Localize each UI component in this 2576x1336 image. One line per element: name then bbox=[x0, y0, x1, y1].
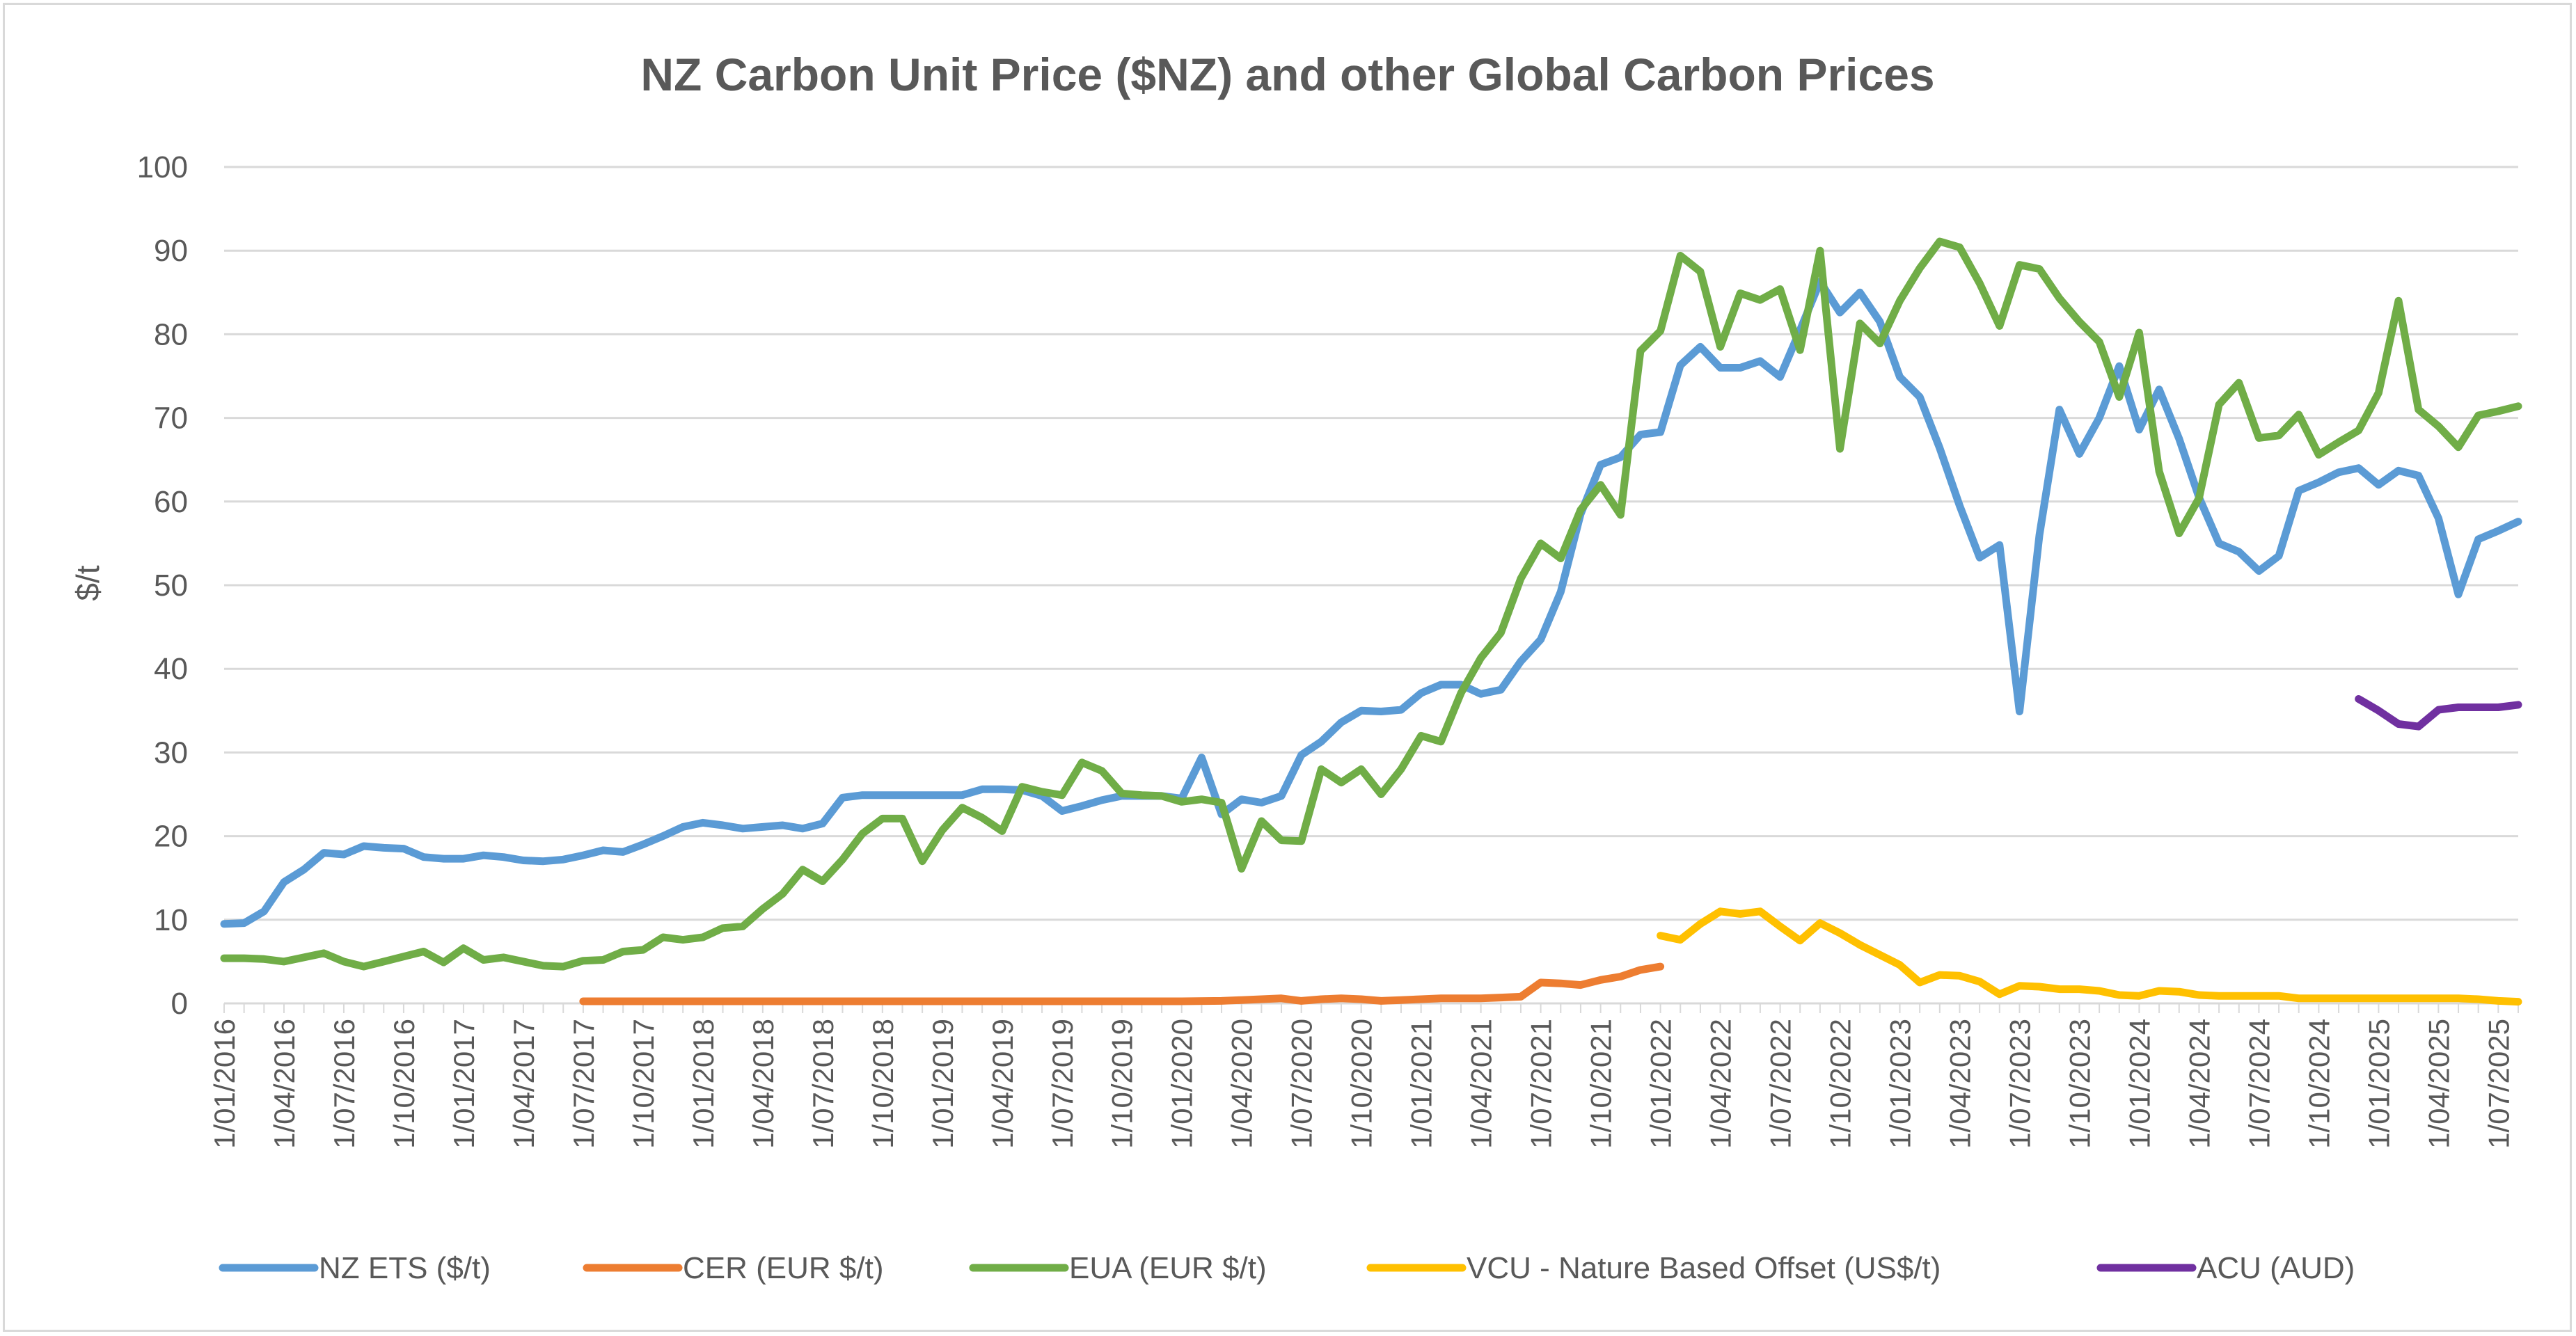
x-tick-label: 1/07/2019 bbox=[1046, 1019, 1079, 1149]
series-lines bbox=[220, 237, 2522, 1006]
series-line-4 bbox=[2355, 695, 2522, 731]
y-tick-label: 40 bbox=[154, 652, 188, 686]
x-tick-label: 1/07/2020 bbox=[1286, 1019, 1318, 1149]
y-tick-label: 60 bbox=[154, 485, 188, 519]
x-tick-label: 1/07/2016 bbox=[328, 1019, 361, 1149]
x-tick-label: 1/01/2016 bbox=[208, 1019, 241, 1149]
series-line-0 bbox=[220, 278, 2522, 928]
chart-frame bbox=[3, 3, 2572, 1332]
series-line-3 bbox=[1657, 907, 2522, 1006]
x-tick-label: 1/01/2024 bbox=[2123, 1019, 2156, 1149]
legend-label: EUA (EUR $/t) bbox=[1069, 1251, 1267, 1285]
x-tick-label: 1/10/2017 bbox=[627, 1019, 660, 1149]
x-tick-label: 1/04/2019 bbox=[986, 1019, 1019, 1149]
x-tick-label: 1/04/2025 bbox=[2422, 1019, 2455, 1149]
x-tick-label: 1/04/2016 bbox=[268, 1019, 301, 1149]
x-tick-label: 1/04/2021 bbox=[1465, 1019, 1498, 1149]
x-tick-label: 1/01/2022 bbox=[1645, 1019, 1677, 1149]
y-tick-label: 20 bbox=[154, 820, 188, 854]
x-tick-label: 1/10/2021 bbox=[1585, 1019, 1618, 1149]
x-tick-label: 1/07/2025 bbox=[2482, 1019, 2515, 1149]
y-tick-label: 0 bbox=[171, 987, 188, 1021]
y-tick-label: 80 bbox=[154, 317, 188, 351]
x-tick-label: 1/10/2024 bbox=[2302, 1019, 2335, 1149]
x-tick-label: 1/10/2023 bbox=[2063, 1019, 2096, 1149]
x-tick-label: 1/07/2018 bbox=[807, 1019, 839, 1149]
x-tick-label: 1/04/2022 bbox=[1705, 1019, 1737, 1149]
x-tick-label: 1/07/2017 bbox=[567, 1019, 600, 1149]
x-tick-label: 1/04/2024 bbox=[2183, 1019, 2215, 1149]
x-tick-label: 1/10/2018 bbox=[867, 1019, 899, 1149]
series-line-2 bbox=[220, 237, 2522, 971]
axes: 0 10 20 30 40 50 60 70 80 90 100 1/01/2016 1/04/2016… bbox=[137, 150, 2519, 1149]
x-tick-label: 1/01/2017 bbox=[448, 1019, 480, 1149]
legend-label: VCU - Nature Based Offset (US$/t) bbox=[1467, 1251, 1941, 1285]
x-tick-label: 1/04/2017 bbox=[507, 1019, 540, 1149]
y-tick-label: 70 bbox=[154, 401, 188, 436]
y-tick-label: 50 bbox=[154, 568, 188, 603]
x-tick-label: 1/01/2019 bbox=[926, 1019, 959, 1149]
legend: NZ ETS ($/t) CER (EUR $/t) EUA (EUR $/t) VC… bbox=[219, 1251, 2355, 1285]
x-tick-label: 1/10/2016 bbox=[388, 1019, 420, 1149]
y-tick-label: 100 bbox=[137, 150, 188, 184]
x-tick-label: 1/07/2023 bbox=[2003, 1019, 2036, 1149]
x-tick-label: 1/01/2021 bbox=[1405, 1019, 1438, 1149]
x-tick-label: 1/07/2022 bbox=[1764, 1019, 1797, 1149]
x-tick-label: 1/07/2024 bbox=[2243, 1019, 2275, 1149]
x-tick-label: 1/01/2018 bbox=[687, 1019, 720, 1149]
y-axis-label: $/t bbox=[70, 565, 106, 601]
y-tick-label: 10 bbox=[154, 903, 188, 937]
x-tick-label: 1/10/2019 bbox=[1106, 1019, 1139, 1149]
legend-label: NZ ETS ($/t) bbox=[319, 1251, 491, 1285]
x-tick-label: 1/01/2020 bbox=[1166, 1019, 1199, 1149]
series-line-1 bbox=[579, 962, 1665, 1005]
x-tick-label: 1/04/2023 bbox=[1943, 1019, 1976, 1149]
gridlines bbox=[224, 166, 2518, 1005]
x-tick-label: 1/10/2020 bbox=[1345, 1019, 1378, 1149]
x-tick-label: 1/01/2023 bbox=[1884, 1019, 1917, 1149]
x-tick-label: 1/07/2021 bbox=[1525, 1019, 1558, 1149]
x-tick-label: 1/04/2020 bbox=[1226, 1019, 1258, 1149]
chart-title: NZ Carbon Unit Price ($NZ) and other Glo… bbox=[640, 49, 1934, 100]
x-tick-label: 1/10/2022 bbox=[1824, 1019, 1857, 1149]
legend-label: CER (EUR $/t) bbox=[683, 1251, 883, 1285]
legend-label: ACU (AUD) bbox=[2197, 1251, 2355, 1285]
y-tick-label: 90 bbox=[154, 234, 188, 268]
y-tick-label: 30 bbox=[154, 735, 188, 770]
x-tick-label: 1/01/2025 bbox=[2362, 1019, 2395, 1149]
x-tick-label: 1/04/2018 bbox=[747, 1019, 780, 1149]
